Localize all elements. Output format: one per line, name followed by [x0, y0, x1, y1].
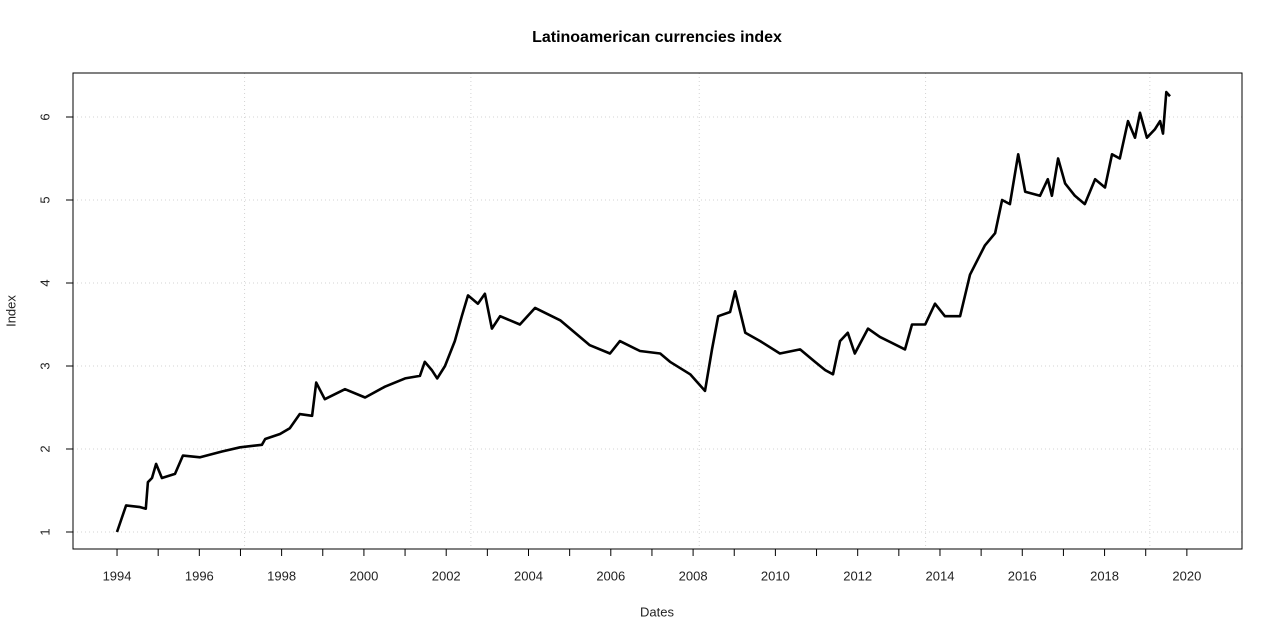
x-tick-label: 2014	[926, 568, 955, 583]
y-tick-label: 4	[37, 279, 52, 286]
y-tick-label: 6	[37, 113, 52, 120]
y-tick-label: 2	[37, 445, 52, 452]
x-tick-label: 2018	[1090, 568, 1119, 583]
x-tick-label: 2008	[679, 568, 708, 583]
x-tick-label: 2000	[349, 568, 378, 583]
chart-title: Latinoamerican currencies index	[532, 29, 782, 46]
y-tick-label: 1	[37, 528, 52, 535]
x-tick-label: 1996	[185, 568, 214, 583]
x-tick-label: 2006	[596, 568, 625, 583]
y-axis-label: Index	[3, 295, 18, 327]
x-tick-label: 2002	[432, 568, 461, 583]
x-tick-label: 2004	[514, 568, 543, 583]
x-axis-label: Dates	[640, 604, 674, 619]
x-tick-label: 2010	[761, 568, 790, 583]
x-tick-label: 1998	[267, 568, 296, 583]
data-line	[115, 90, 1171, 533]
x-tick-label: 2020	[1172, 568, 1201, 583]
plot-frame	[72, 72, 1243, 550]
x-tick-label: 2016	[1008, 568, 1037, 583]
y-tick-label: 5	[37, 196, 52, 203]
x-tick-label: 2012	[843, 568, 872, 583]
x-tick-label: 1994	[103, 568, 132, 583]
y-tick-label: 3	[37, 362, 52, 369]
